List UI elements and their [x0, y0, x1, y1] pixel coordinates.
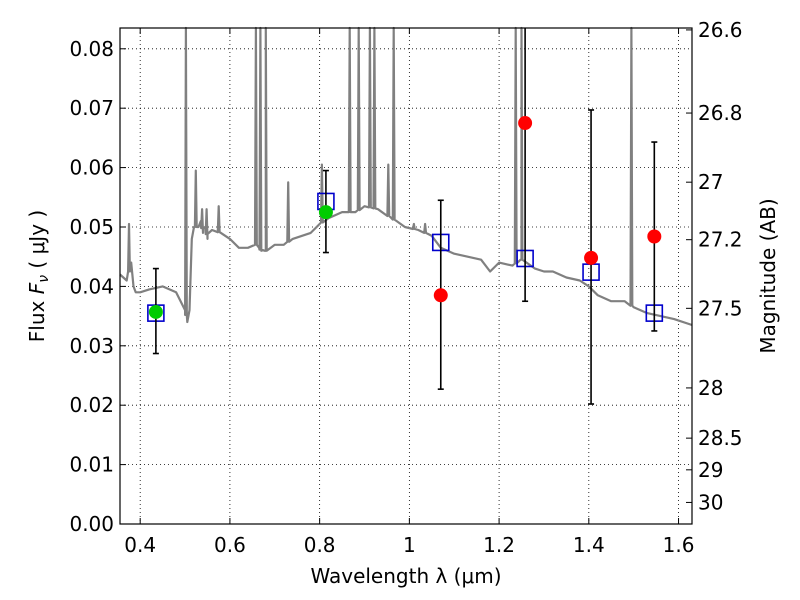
y-axis-label-prefix: Flux — [25, 294, 49, 342]
x-axis-label: Wavelength λ (μm) — [310, 564, 501, 588]
x-tick-label: 1.4 — [573, 533, 605, 557]
magnitude-tick-label: 27.5 — [698, 296, 743, 320]
y-tick-label: 0.06 — [69, 156, 114, 180]
y-tick-label: 0.05 — [69, 215, 114, 239]
x-tick-label: 1.6 — [663, 533, 695, 557]
y-axis-label-suffix: ( μJy ) — [25, 210, 49, 275]
y-axis-label-subscript: ν — [36, 275, 52, 283]
axis-ticks — [120, 28, 692, 525]
y-axis-label: Flux Fν ( μJy ) — [25, 210, 52, 342]
y-tick-label: 0.04 — [69, 274, 114, 298]
magnitude-tick-label: 27.2 — [698, 228, 743, 252]
magnitude-tick-label: 28 — [698, 376, 723, 400]
magnitude-tick-label: 29 — [698, 458, 723, 482]
x-tick-label: 1 — [403, 533, 416, 557]
y-tick-label: 0.00 — [69, 512, 114, 536]
y-tick-label: 0.07 — [69, 96, 114, 120]
data-point — [148, 304, 163, 319]
y-tick-label: 0.08 — [69, 37, 114, 61]
y-tick-label: 0.01 — [69, 453, 114, 477]
x-tick-label: 0.8 — [304, 533, 336, 557]
tick-labels: 0.4 0.6 0.8 1 1.2 1.4 1.6 0.00 0.01 0.02 0.03 0.04 0… — [69, 18, 742, 557]
y-tick-label: 0.03 — [69, 334, 114, 358]
plot-frame — [119, 27, 693, 525]
x-tick-label: 1.2 — [483, 533, 515, 557]
model-spectrum-line — [119, 26, 693, 327]
data-point — [318, 205, 333, 220]
magnitude-axis-label: Magnitude (AB) — [756, 198, 780, 353]
data-point — [647, 229, 662, 244]
x-tick-label: 0.4 — [124, 533, 156, 557]
magnitude-tick-label: 28.5 — [698, 426, 743, 450]
y-axis-label-symbol: F — [25, 282, 49, 294]
x-tick-label: 0.6 — [214, 533, 246, 557]
grid — [120, 28, 692, 525]
data-point — [433, 288, 448, 303]
data-point — [518, 116, 533, 131]
data-point — [584, 250, 599, 265]
magnitude-tick-label: 27 — [698, 170, 723, 194]
magnitude-tick-label: 30 — [698, 490, 723, 514]
magnitude-tick-label: 26.6 — [698, 18, 743, 42]
y-tick-label: 0.02 — [69, 393, 114, 417]
magnitude-tick-label: 26.8 — [698, 101, 743, 125]
data-points — [147, 28, 664, 405]
model-spectrum — [119, 26, 693, 327]
